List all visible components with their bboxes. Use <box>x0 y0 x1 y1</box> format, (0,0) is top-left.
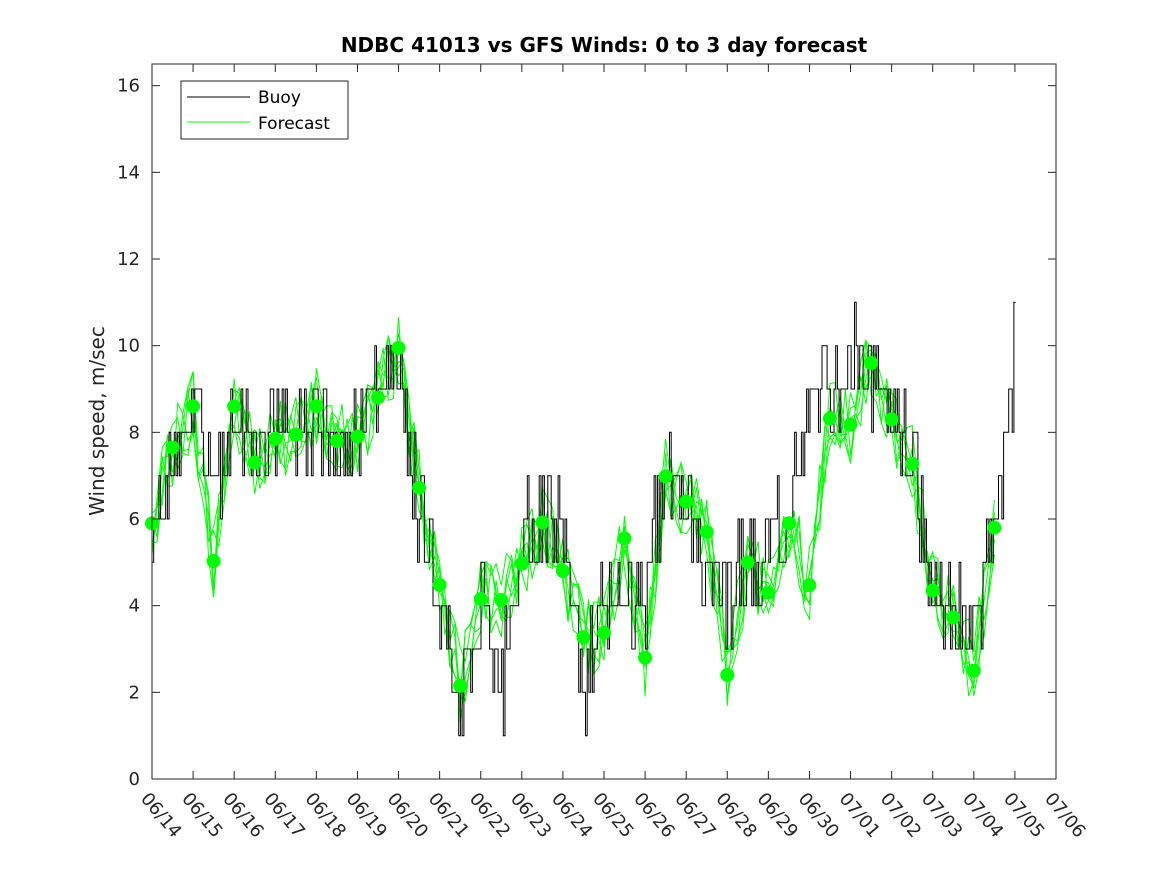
forecast-marker <box>699 525 714 539</box>
x-tick-label: 06/25 <box>588 789 637 842</box>
y-tick-label: 2 <box>129 682 140 703</box>
x-tick-label: 06/26 <box>629 789 678 842</box>
forecast-marker <box>781 516 796 531</box>
x-tick-label: 06/24 <box>547 789 596 842</box>
x-tick-label: 06/30 <box>794 789 843 842</box>
forecast-marker <box>350 429 365 444</box>
forecast-marker <box>412 480 427 495</box>
forecast-marker <box>473 592 488 607</box>
y-tick-label: 10 <box>117 336 140 357</box>
forecast-marker <box>268 431 283 446</box>
forecast-marker <box>638 650 653 665</box>
x-tick-label: 06/22 <box>465 789 514 842</box>
forecast-marker <box>288 427 303 442</box>
x-tick-label: 06/23 <box>506 789 555 842</box>
legend-box <box>180 80 349 140</box>
forecast-marker <box>597 625 611 640</box>
forecast-marker <box>987 520 1002 535</box>
forecast-marker <box>617 531 632 546</box>
forecast-marker <box>925 583 940 598</box>
forecast-marker <box>432 577 447 592</box>
legend-forecast-label: Forecast <box>258 114 330 134</box>
forecast-marker <box>494 593 509 608</box>
forecast-marker <box>966 663 981 678</box>
forecast-line <box>152 350 995 702</box>
forecast-marker <box>576 630 591 645</box>
forecast-marker <box>658 469 673 484</box>
forecast-marker <box>946 610 961 625</box>
forecast-marker <box>884 412 899 427</box>
forecast-markers <box>145 340 1002 693</box>
forecast-marker <box>371 390 385 405</box>
y-tick-label: 12 <box>117 249 140 270</box>
forecast-marker <box>329 434 344 448</box>
x-tick-label: 07/02 <box>876 789 925 842</box>
forecast-marker <box>535 515 550 530</box>
x-tick-label: 06/17 <box>259 789 308 842</box>
x-tick-label: 06/20 <box>383 789 432 842</box>
y-tick-label: 0 <box>129 769 140 790</box>
x-tick-label: 06/28 <box>711 789 760 842</box>
forecast-marker <box>864 356 879 370</box>
x-tick-label: 07/01 <box>835 789 884 842</box>
forecast-marker <box>206 554 221 569</box>
forecast-marker <box>679 494 694 509</box>
forecast-marker <box>555 564 570 578</box>
forecast-marker <box>802 578 817 593</box>
forecast-marker <box>740 555 755 570</box>
x-tick-label: 06/18 <box>301 789 350 842</box>
legend: Buoy Forecast <box>180 80 349 140</box>
x-tick-label: 06/14 <box>136 789 185 842</box>
buoy-line <box>152 301 1016 737</box>
forecast-marker <box>186 399 201 414</box>
forecast-marker <box>843 417 858 432</box>
forecast-marker <box>761 585 776 600</box>
y-axis-label: Wind speed, m/sec <box>85 326 109 516</box>
x-tick-label: 07/05 <box>999 789 1048 842</box>
y-tick-label: 16 <box>117 76 140 97</box>
chart-title: NDBC 41013 vs GFS Winds: 0 to 3 day fore… <box>341 33 868 57</box>
x-tick-label: 07/04 <box>958 789 1007 842</box>
forecast-marker <box>453 678 468 693</box>
x-tick-label: 06/16 <box>218 789 267 842</box>
y-tick-label: 6 <box>129 509 140 530</box>
forecast-marker <box>227 399 242 414</box>
x-tick-label: 06/15 <box>177 789 226 842</box>
forecast-marker <box>905 456 920 471</box>
forecast-marker <box>391 340 406 355</box>
y-tick-label: 8 <box>129 422 140 443</box>
y-axis: 0 2 4 6 8 10 12 14 16 <box>117 76 1056 790</box>
buoy-trace <box>152 301 1016 737</box>
forecast-marker <box>247 455 262 470</box>
x-tick-label: 07/03 <box>917 789 966 842</box>
y-tick-label: 4 <box>129 596 140 617</box>
forecast-marker <box>823 411 837 426</box>
x-tick-label: 07/06 <box>1040 789 1089 842</box>
forecast-line <box>152 317 995 706</box>
forecast-marker <box>165 440 180 455</box>
forecast-marker <box>720 668 735 682</box>
y-tick-label: 14 <box>117 162 140 183</box>
legend-buoy-label: Buoy <box>258 88 301 108</box>
x-tick-label: 06/19 <box>342 789 391 842</box>
x-tick-label: 06/27 <box>670 789 719 842</box>
x-tick-label: 06/21 <box>424 789 473 842</box>
forecast-marker <box>309 399 324 414</box>
x-tick-label: 06/29 <box>753 789 802 842</box>
forecast-marker <box>514 556 529 571</box>
